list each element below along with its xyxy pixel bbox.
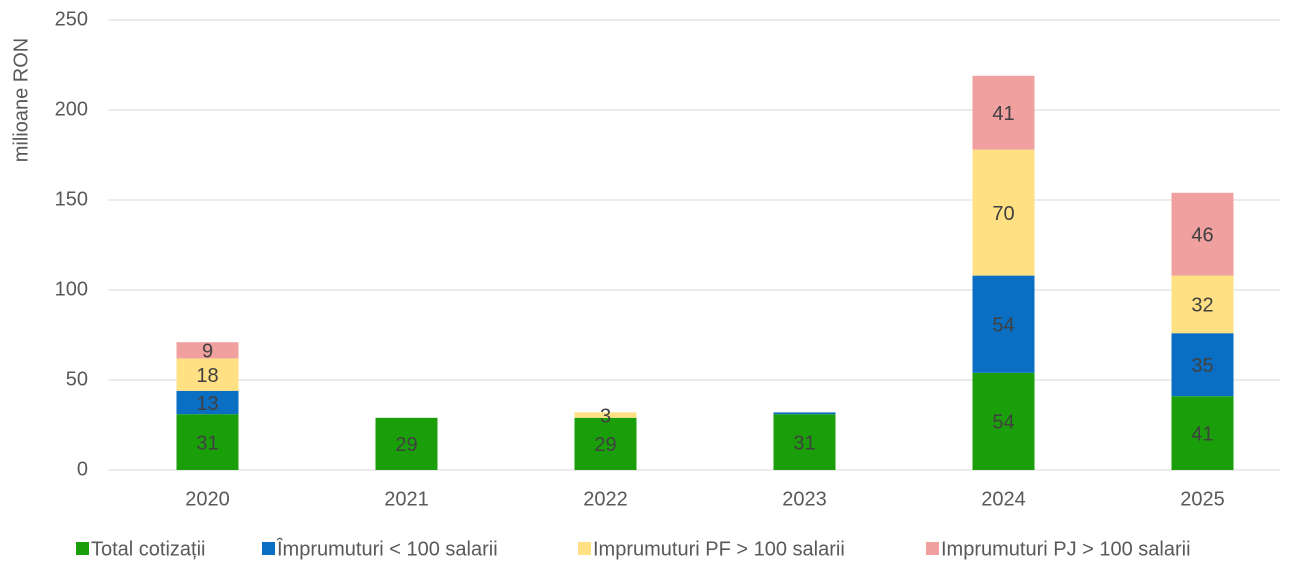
legend-swatch	[926, 542, 939, 555]
y-tick-label: 0	[77, 458, 88, 480]
data-label: 31	[793, 432, 815, 454]
legend-label: Imprumuturi PF > 100 salarii	[593, 538, 845, 560]
data-label: 9	[202, 341, 213, 363]
data-label: 18	[196, 365, 218, 387]
data-label: 70	[992, 203, 1014, 225]
bar-segment	[176, 342, 239, 359]
data-label: 13	[196, 393, 218, 415]
y-tick-label: 200	[55, 98, 88, 120]
data-label: 29	[395, 434, 417, 456]
data-label: 31	[196, 432, 218, 454]
bar-segment	[773, 412, 836, 415]
bar-segment	[972, 372, 1035, 470]
data-label: 3	[600, 405, 611, 427]
data-label: 29	[594, 434, 616, 456]
data-label: 41	[1191, 423, 1213, 445]
x-tick-label: 2024	[981, 488, 1026, 510]
legend-label: Împrumuturi < 100 salarii	[276, 537, 498, 560]
bar-segment	[176, 390, 239, 415]
data-label: 54	[992, 412, 1014, 434]
x-tick-label: 2020	[185, 488, 230, 510]
y-axis-label: milioane RON	[10, 38, 32, 162]
y-tick-label: 50	[66, 368, 88, 390]
bar-segment	[1171, 275, 1234, 334]
bar-segment	[972, 75, 1035, 150]
y-tick-label: 250	[55, 8, 88, 30]
data-label: 46	[1191, 224, 1213, 246]
bar-segment	[176, 414, 239, 470]
y-tick-label: 150	[55, 188, 88, 210]
data-label: 32	[1191, 295, 1213, 317]
bar-segment	[574, 417, 637, 470]
data-label: 35	[1191, 355, 1213, 377]
y-tick-label: 100	[55, 278, 88, 300]
bar-segment	[176, 358, 239, 391]
legend-label: Total cotizații	[91, 538, 206, 560]
bar-segment	[375, 417, 438, 470]
legend-swatch	[262, 542, 275, 555]
x-tick-label: 2023	[782, 488, 827, 510]
x-tick-label: 2022	[583, 488, 628, 510]
x-tick-label: 2021	[384, 488, 429, 510]
bar-segment	[972, 149, 1035, 276]
bar-segment	[773, 414, 836, 470]
bar-segment	[1171, 192, 1234, 276]
data-label: 54	[992, 314, 1014, 336]
bar-segment	[1171, 396, 1234, 470]
bar-segment	[574, 412, 637, 418]
data-label: 41	[992, 103, 1014, 125]
bar-segment	[972, 275, 1035, 373]
x-tick-label: 2025	[1180, 488, 1225, 510]
bar-segment	[1171, 333, 1234, 397]
legend-swatch	[578, 542, 591, 555]
legend-swatch	[76, 542, 89, 555]
legend-label: Imprumuturi PJ > 100 salarii	[941, 538, 1191, 560]
